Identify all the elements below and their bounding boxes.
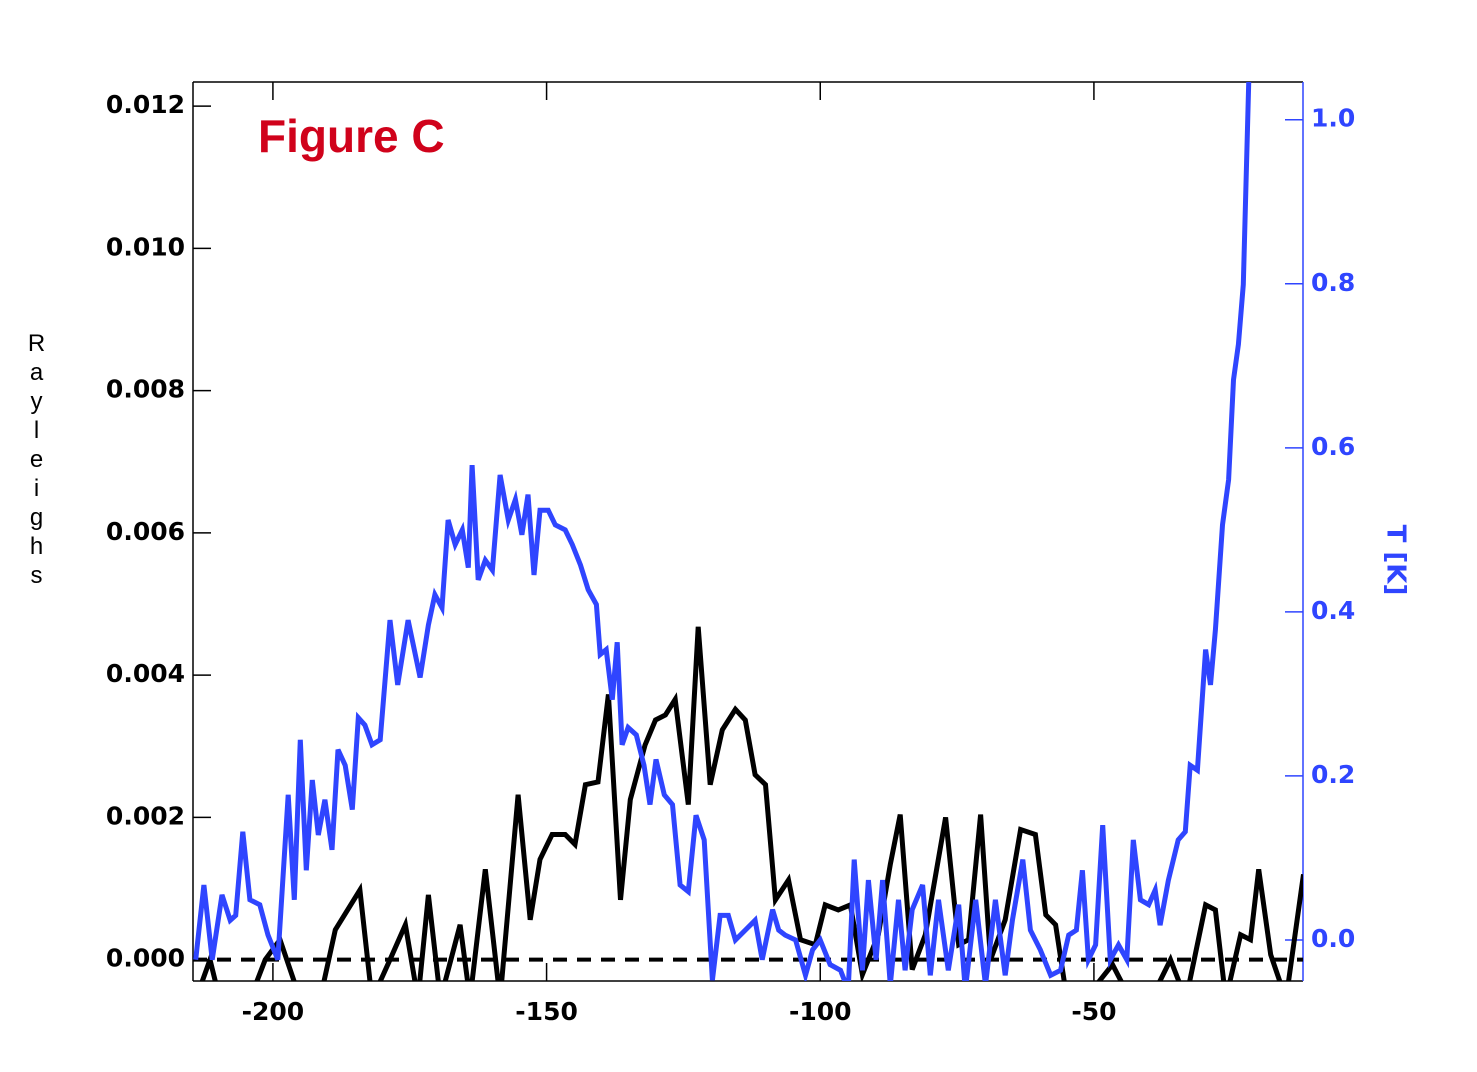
y2-tick-label: 0.8 <box>1311 268 1355 297</box>
data-line <box>193 82 1252 981</box>
x-tick-label: -100 <box>789 997 852 1026</box>
y-tick-label: 0.002 <box>106 801 185 830</box>
y2-tick-label: 0.0 <box>1311 924 1355 953</box>
y-tick-label: 0.010 <box>106 232 185 261</box>
y2-tick-label: 0.4 <box>1311 596 1355 625</box>
y2-axis-label: T [K] <box>1381 525 1411 596</box>
y2-tick-label: 1.0 <box>1311 104 1355 133</box>
plot-area <box>193 82 1303 981</box>
x-tick-label: -150 <box>515 997 578 1026</box>
y-tick-label: 0.012 <box>106 90 185 119</box>
y2-tick-label: 0.2 <box>1311 760 1355 789</box>
y-tick-label: 0.000 <box>106 944 185 973</box>
y2-tick-label: 0.6 <box>1311 432 1355 461</box>
y-tick-label: 0.006 <box>106 517 185 546</box>
data-line <box>199 626 1303 981</box>
y-tick-label: 0.004 <box>106 659 185 688</box>
y-tick-label: 0.008 <box>106 375 185 404</box>
chart-title: Figure C <box>258 110 445 162</box>
y-axis-label: Rayleighs <box>23 330 50 591</box>
x-tick-label: -50 <box>1071 997 1116 1026</box>
x-tick-label: -200 <box>242 997 305 1026</box>
